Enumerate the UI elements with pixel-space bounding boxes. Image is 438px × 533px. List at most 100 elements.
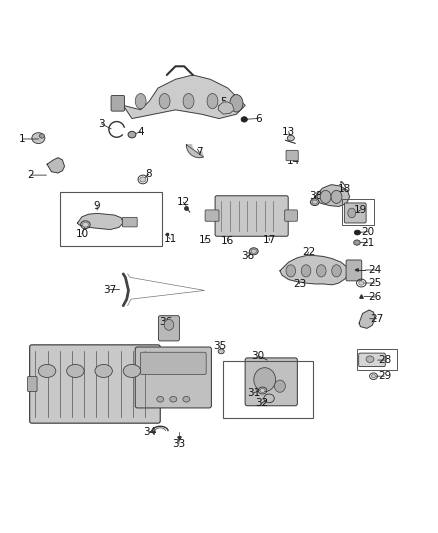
FancyBboxPatch shape [344,203,366,223]
Text: 32: 32 [255,398,268,408]
Polygon shape [280,256,349,285]
FancyBboxPatch shape [141,352,206,375]
Text: 27: 27 [370,314,383,324]
Ellipse shape [128,131,136,138]
Ellipse shape [183,397,190,402]
Ellipse shape [170,397,177,402]
Ellipse shape [275,380,286,392]
Ellipse shape [218,349,224,354]
Ellipse shape [140,177,146,182]
Polygon shape [355,269,358,271]
Ellipse shape [354,240,360,245]
Text: 24: 24 [368,265,381,275]
Ellipse shape [254,368,276,392]
Text: 22: 22 [302,247,315,257]
Text: 35: 35 [213,341,226,351]
Text: 36: 36 [159,317,173,327]
Text: 14: 14 [287,156,300,166]
Text: 28: 28 [378,355,391,365]
FancyBboxPatch shape [205,210,219,221]
Ellipse shape [157,397,164,402]
FancyBboxPatch shape [215,196,288,236]
Polygon shape [186,144,203,158]
Polygon shape [123,75,245,118]
Text: 38: 38 [309,191,322,201]
Text: 5: 5 [220,97,226,107]
Text: 17: 17 [263,236,276,245]
Ellipse shape [354,230,360,235]
Text: 1: 1 [19,134,25,144]
FancyBboxPatch shape [28,377,37,391]
Text: 11: 11 [164,234,177,244]
Bar [357,349,396,370]
Text: 19: 19 [354,205,367,215]
Text: 2: 2 [28,170,34,180]
Polygon shape [218,102,234,114]
Ellipse shape [286,265,296,277]
Ellipse shape [301,265,311,277]
FancyBboxPatch shape [359,353,385,367]
Polygon shape [359,310,375,328]
Text: 25: 25 [368,278,381,288]
Text: 4: 4 [138,126,144,136]
Text: 30: 30 [251,351,265,361]
FancyBboxPatch shape [346,260,362,281]
Text: 15: 15 [198,236,212,245]
Ellipse shape [159,93,170,109]
Bar [223,361,313,418]
Text: 8: 8 [145,169,152,179]
Text: 10: 10 [75,229,88,239]
Ellipse shape [67,365,84,377]
Text: 21: 21 [361,238,374,247]
Ellipse shape [348,208,356,218]
Text: 31: 31 [247,387,261,398]
Ellipse shape [164,319,174,330]
Text: 29: 29 [378,371,391,381]
Ellipse shape [251,249,256,253]
FancyBboxPatch shape [135,347,212,408]
Ellipse shape [260,389,265,392]
FancyBboxPatch shape [159,316,180,341]
Text: 26: 26 [368,292,381,302]
Ellipse shape [287,135,294,141]
Text: 6: 6 [255,114,261,124]
Text: 38: 38 [240,252,254,262]
Text: 12: 12 [177,197,190,207]
Ellipse shape [183,93,194,109]
Ellipse shape [250,248,258,255]
Ellipse shape [320,190,331,204]
Ellipse shape [241,117,247,122]
Ellipse shape [39,134,45,138]
FancyBboxPatch shape [286,150,298,161]
Ellipse shape [123,365,141,377]
Text: 20: 20 [361,227,374,237]
Ellipse shape [332,265,341,277]
Text: 13: 13 [282,126,295,136]
Ellipse shape [32,133,45,143]
Ellipse shape [312,200,318,204]
Ellipse shape [135,93,146,109]
Text: 16: 16 [221,236,234,246]
Text: 33: 33 [172,439,186,449]
FancyBboxPatch shape [111,95,124,111]
Ellipse shape [230,94,243,112]
FancyBboxPatch shape [285,210,297,221]
Ellipse shape [311,199,319,206]
Ellipse shape [82,222,88,227]
Ellipse shape [331,190,342,204]
Ellipse shape [359,281,364,285]
Polygon shape [314,184,350,206]
Text: 23: 23 [293,279,306,289]
Text: 3: 3 [98,119,105,129]
FancyBboxPatch shape [245,358,297,406]
FancyBboxPatch shape [30,345,160,423]
FancyBboxPatch shape [122,217,137,227]
Text: 37: 37 [102,285,116,295]
Ellipse shape [317,265,326,277]
Text: 9: 9 [94,200,100,211]
Polygon shape [47,158,64,173]
Ellipse shape [39,365,56,377]
Ellipse shape [207,93,218,109]
Text: 7: 7 [196,148,203,157]
Text: 34: 34 [143,427,156,437]
